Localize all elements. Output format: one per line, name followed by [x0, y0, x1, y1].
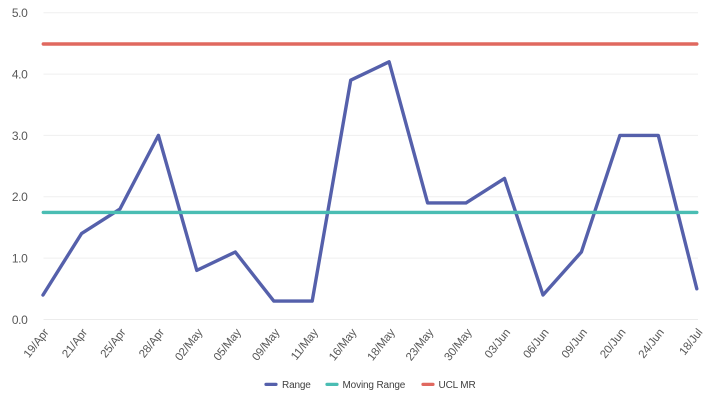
svg-text:Range: Range — [282, 380, 311, 391]
svg-text:2.0: 2.0 — [12, 190, 28, 204]
svg-text:5.0: 5.0 — [12, 6, 28, 20]
svg-text:0.0: 0.0 — [12, 313, 28, 327]
svg-text:1.0: 1.0 — [12, 252, 28, 266]
svg-text:Moving Range: Moving Range — [343, 380, 406, 391]
svg-text:UCL MR: UCL MR — [439, 380, 476, 391]
svg-text:3.0: 3.0 — [12, 129, 28, 143]
svg-text:4.0: 4.0 — [12, 68, 28, 82]
